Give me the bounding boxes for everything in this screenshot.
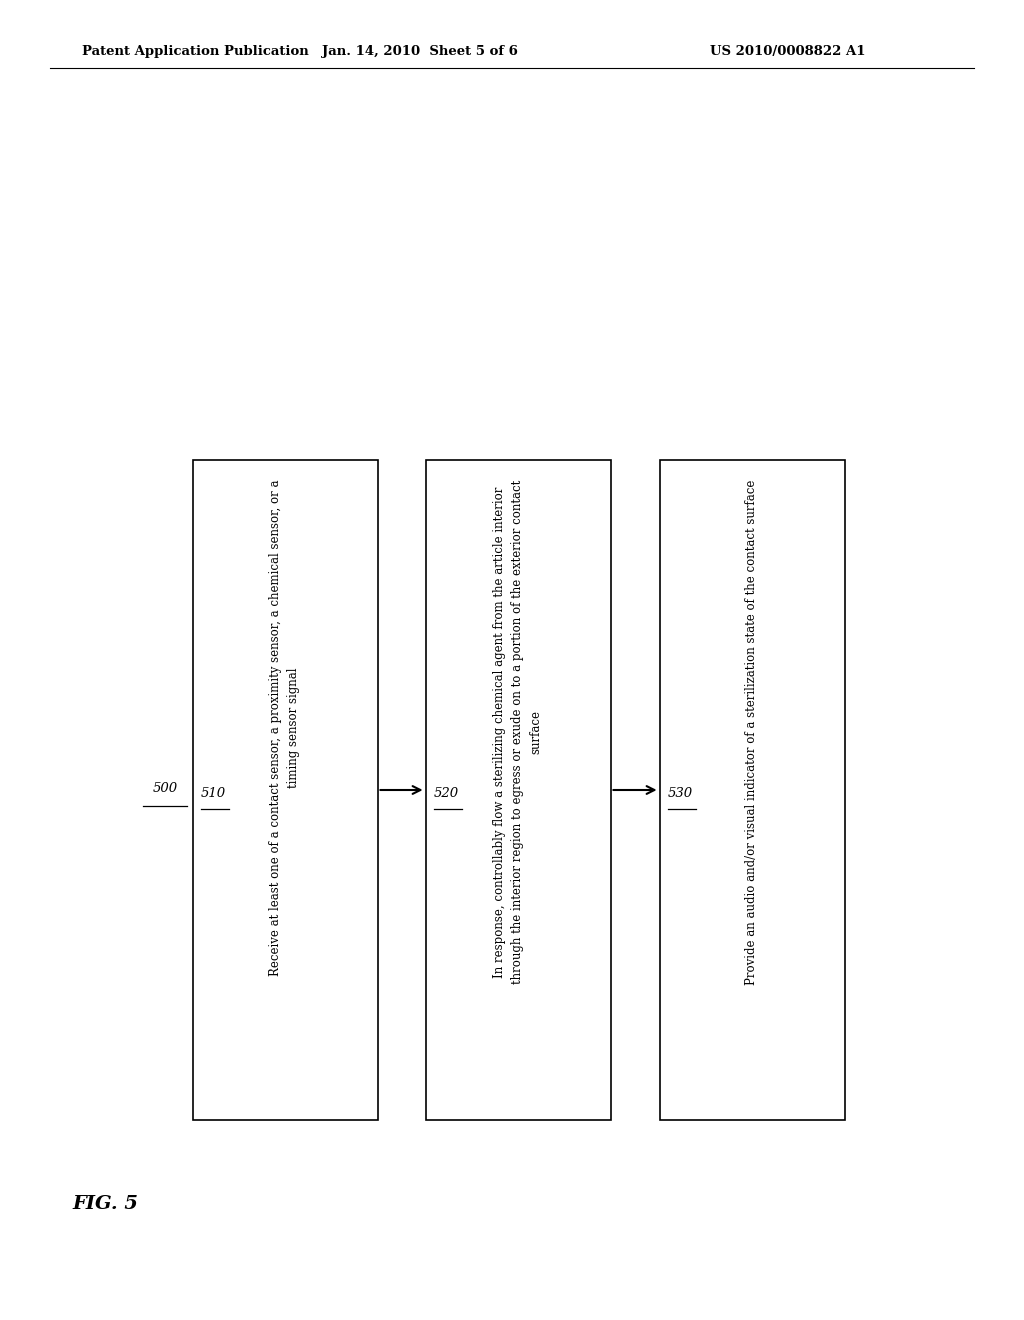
Text: FIG. 5: FIG. 5	[72, 1195, 138, 1213]
Text: In response, controllably flow a sterilizing chemical agent from the article int: In response, controllably flow a sterili…	[494, 480, 543, 985]
Text: 520: 520	[433, 787, 459, 800]
Text: Provide an audio and/or visual indicator of a sterilization state of the contact: Provide an audio and/or visual indicator…	[745, 480, 759, 985]
Bar	[193, 459, 378, 1119]
Bar	[659, 459, 845, 1119]
Bar	[426, 459, 610, 1119]
Text: Jan. 14, 2010  Sheet 5 of 6: Jan. 14, 2010 Sheet 5 of 6	[323, 45, 518, 58]
Text: Patent Application Publication: Patent Application Publication	[82, 45, 309, 58]
Text: 530: 530	[668, 787, 692, 800]
Text: 510: 510	[201, 787, 225, 800]
Text: 500: 500	[153, 781, 177, 795]
Text: US 2010/0008822 A1: US 2010/0008822 A1	[710, 45, 865, 58]
Text: Receive at least one of a contact sensor, a proximity sensor, a chemical sensor,: Receive at least one of a contact sensor…	[269, 480, 300, 977]
